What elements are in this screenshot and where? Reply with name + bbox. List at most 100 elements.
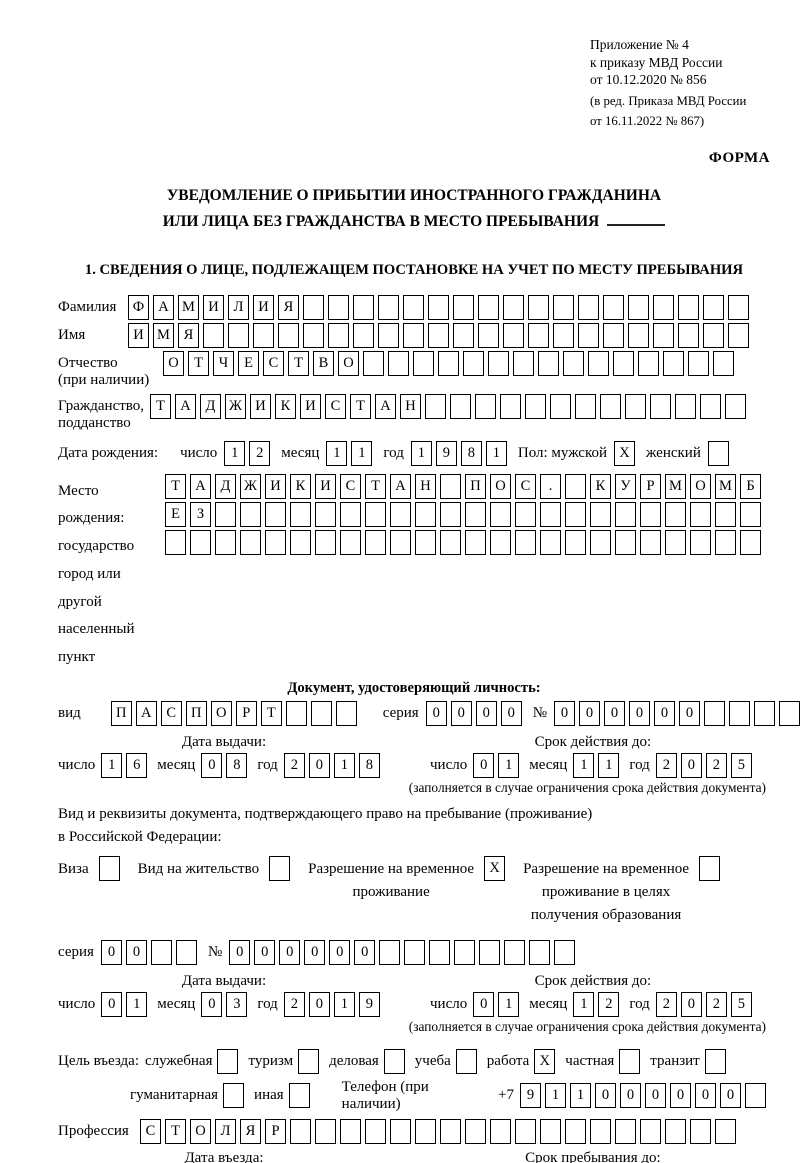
char-box[interactable]	[328, 294, 349, 320]
char-box[interactable]: 2	[249, 440, 271, 466]
char-box[interactable]	[378, 322, 399, 348]
char-box[interactable]: Я	[240, 1118, 261, 1144]
char-box[interactable]	[725, 393, 746, 419]
char-box[interactable]	[588, 350, 609, 376]
char-box[interactable]: О	[163, 350, 184, 376]
char-box[interactable]: П	[465, 473, 486, 499]
business-checkbox[interactable]	[383, 1048, 405, 1074]
char-box[interactable]	[590, 1118, 611, 1144]
char-box[interactable]	[575, 393, 596, 419]
char-box[interactable]: 1	[351, 440, 373, 466]
char-box[interactable]	[678, 322, 699, 348]
char-box[interactable]	[565, 529, 586, 555]
char-box[interactable]: У	[615, 473, 636, 499]
char-box[interactable]: А	[135, 700, 157, 726]
char-box[interactable]	[779, 700, 800, 726]
char-box[interactable]: 1	[498, 991, 520, 1017]
char-box[interactable]	[328, 322, 349, 348]
char-box[interactable]: М	[153, 322, 174, 348]
char-box[interactable]: Т	[350, 393, 371, 419]
char-box[interactable]: 0	[579, 700, 600, 726]
char-box[interactable]: 1	[598, 752, 620, 778]
char-box[interactable]: А	[153, 294, 174, 320]
char-box[interactable]: Д	[215, 473, 236, 499]
char-box[interactable]: И	[315, 473, 336, 499]
char-box[interactable]: 1	[410, 440, 432, 466]
char-box[interactable]: 2	[598, 991, 620, 1017]
char-box[interactable]: 8	[460, 440, 482, 466]
char-box[interactable]	[440, 1118, 461, 1144]
char-box[interactable]	[590, 529, 611, 555]
char-box[interactable]: Ж	[240, 473, 261, 499]
char-box[interactable]: К	[590, 473, 611, 499]
char-box[interactable]: А	[390, 473, 411, 499]
char-box[interactable]: Р	[265, 1118, 286, 1144]
char-box[interactable]: Л	[228, 294, 249, 320]
private-checkbox[interactable]	[619, 1048, 641, 1074]
char-box[interactable]	[228, 322, 249, 348]
char-box[interactable]	[365, 501, 386, 527]
char-box[interactable]	[638, 350, 659, 376]
char-box[interactable]: 0	[720, 1083, 741, 1109]
char-box[interactable]: 0	[308, 752, 330, 778]
char-box[interactable]: И	[128, 322, 149, 348]
char-box[interactable]	[425, 393, 446, 419]
char-box[interactable]	[415, 1118, 436, 1144]
char-box[interactable]	[428, 322, 449, 348]
char-box[interactable]: 1	[224, 440, 246, 466]
char-box[interactable]	[488, 350, 509, 376]
char-box[interactable]	[450, 393, 471, 419]
char-box[interactable]	[415, 501, 436, 527]
edu-permit-checkbox[interactable]	[699, 855, 721, 881]
char-box[interactable]: Т	[288, 350, 309, 376]
char-box[interactable]: Р	[235, 700, 257, 726]
char-box[interactable]	[465, 1118, 486, 1144]
char-box[interactable]	[690, 1118, 711, 1144]
char-box[interactable]: 8	[226, 752, 248, 778]
char-box[interactable]: Т	[260, 700, 282, 726]
char-box[interactable]: С	[263, 350, 284, 376]
char-box[interactable]: М	[715, 473, 736, 499]
char-box[interactable]	[390, 529, 411, 555]
char-box[interactable]	[479, 939, 501, 965]
char-box[interactable]	[490, 501, 511, 527]
char-box[interactable]	[378, 294, 399, 320]
residence-permit-checkbox[interactable]	[269, 855, 291, 881]
char-box[interactable]	[540, 1118, 561, 1144]
char-box[interactable]	[503, 294, 524, 320]
char-box[interactable]	[615, 1118, 636, 1144]
char-box[interactable]	[365, 1118, 386, 1144]
char-box[interactable]	[290, 529, 311, 555]
char-box[interactable]	[715, 529, 736, 555]
char-box[interactable]	[665, 1118, 686, 1144]
char-box[interactable]: В	[313, 350, 334, 376]
char-box[interactable]	[150, 939, 172, 965]
char-box[interactable]	[379, 939, 401, 965]
char-box[interactable]	[590, 501, 611, 527]
char-box[interactable]	[353, 322, 374, 348]
char-box[interactable]: 0	[279, 939, 301, 965]
char-box[interactable]	[340, 529, 361, 555]
char-box[interactable]	[690, 501, 711, 527]
char-box[interactable]: 0	[125, 939, 147, 965]
char-box[interactable]	[503, 322, 524, 348]
char-box[interactable]: О	[210, 700, 232, 726]
char-box[interactable]: Ж	[225, 393, 246, 419]
char-box[interactable]	[453, 322, 474, 348]
char-box[interactable]: М	[665, 473, 686, 499]
char-box[interactable]: 1	[485, 440, 507, 466]
char-box[interactable]	[429, 939, 451, 965]
char-box[interactable]	[463, 350, 484, 376]
char-box[interactable]	[728, 294, 749, 320]
char-box[interactable]: 0	[308, 991, 330, 1017]
char-box[interactable]	[745, 1083, 766, 1109]
char-box[interactable]	[490, 1118, 511, 1144]
char-box[interactable]	[628, 322, 649, 348]
char-box[interactable]	[353, 294, 374, 320]
char-box[interactable]: 5	[730, 991, 752, 1017]
char-box[interactable]	[478, 322, 499, 348]
char-box[interactable]	[440, 501, 461, 527]
humanitarian-checkbox[interactable]	[223, 1083, 245, 1109]
char-box[interactable]	[640, 501, 661, 527]
char-box[interactable]: Т	[365, 473, 386, 499]
